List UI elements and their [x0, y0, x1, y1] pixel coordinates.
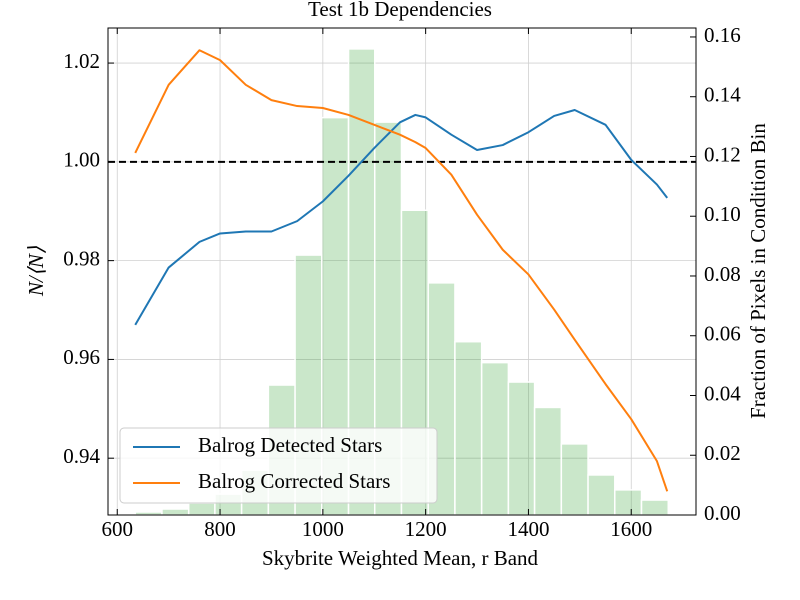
y2-tick-label: 0.12 — [704, 142, 741, 166]
x-tick-label: 1400 — [507, 517, 549, 541]
legend-box — [119, 427, 438, 504]
x-tick-label: 1000 — [302, 517, 344, 541]
histogram-bar — [187, 502, 216, 516]
y-tick-label: 0.94 — [63, 444, 100, 468]
histogram-bar — [480, 361, 510, 516]
y-tick-label: 1.00 — [63, 148, 100, 172]
x-tick-label: 600 — [102, 517, 134, 541]
x-tick-label: 1200 — [405, 517, 447, 541]
y-axis-label: N/⟨N⟩ — [24, 246, 48, 297]
histogram-bar — [640, 499, 669, 516]
y2-tick-label: 0.16 — [704, 23, 741, 47]
y-tick-label: 0.96 — [63, 345, 100, 369]
plot-frame — [107, 27, 697, 516]
histogram-bar — [614, 489, 643, 516]
y-tick-label: 0.98 — [63, 246, 100, 270]
y2-tick-label: 0.04 — [704, 381, 741, 405]
y2-axis-label: Fraction of Pixels in Condition Bin — [746, 123, 770, 419]
legend-label: Balrog Corrected Stars — [198, 469, 390, 493]
histogram-bar — [560, 443, 589, 516]
y2-tick-label: 0.10 — [704, 202, 741, 226]
histogram-bar — [507, 381, 536, 516]
data-line — [134, 108, 669, 326]
histogram-bar — [161, 508, 190, 516]
y2-tick-label: 0.00 — [704, 501, 741, 525]
histogram-bar — [587, 474, 616, 516]
y2-tick-label: 0.14 — [704, 83, 741, 107]
y-tick-label: 1.02 — [63, 49, 100, 73]
x-tick-label: 1600 — [610, 517, 652, 541]
legend-label: Balrog Detected Stars — [198, 433, 382, 457]
x-tick-label: 800 — [204, 517, 236, 541]
y2-tick-label: 0.06 — [704, 322, 741, 346]
histogram-bar — [533, 406, 563, 516]
x-axis-label: Skybrite Weighted Mean, r Band — [262, 546, 539, 570]
histogram-bar — [454, 340, 483, 516]
y2-tick-label: 0.08 — [704, 262, 741, 286]
data-line — [134, 49, 669, 492]
chart-title: Test 1b Dependencies — [308, 0, 492, 21]
y2-tick-label: 0.02 — [704, 441, 741, 465]
